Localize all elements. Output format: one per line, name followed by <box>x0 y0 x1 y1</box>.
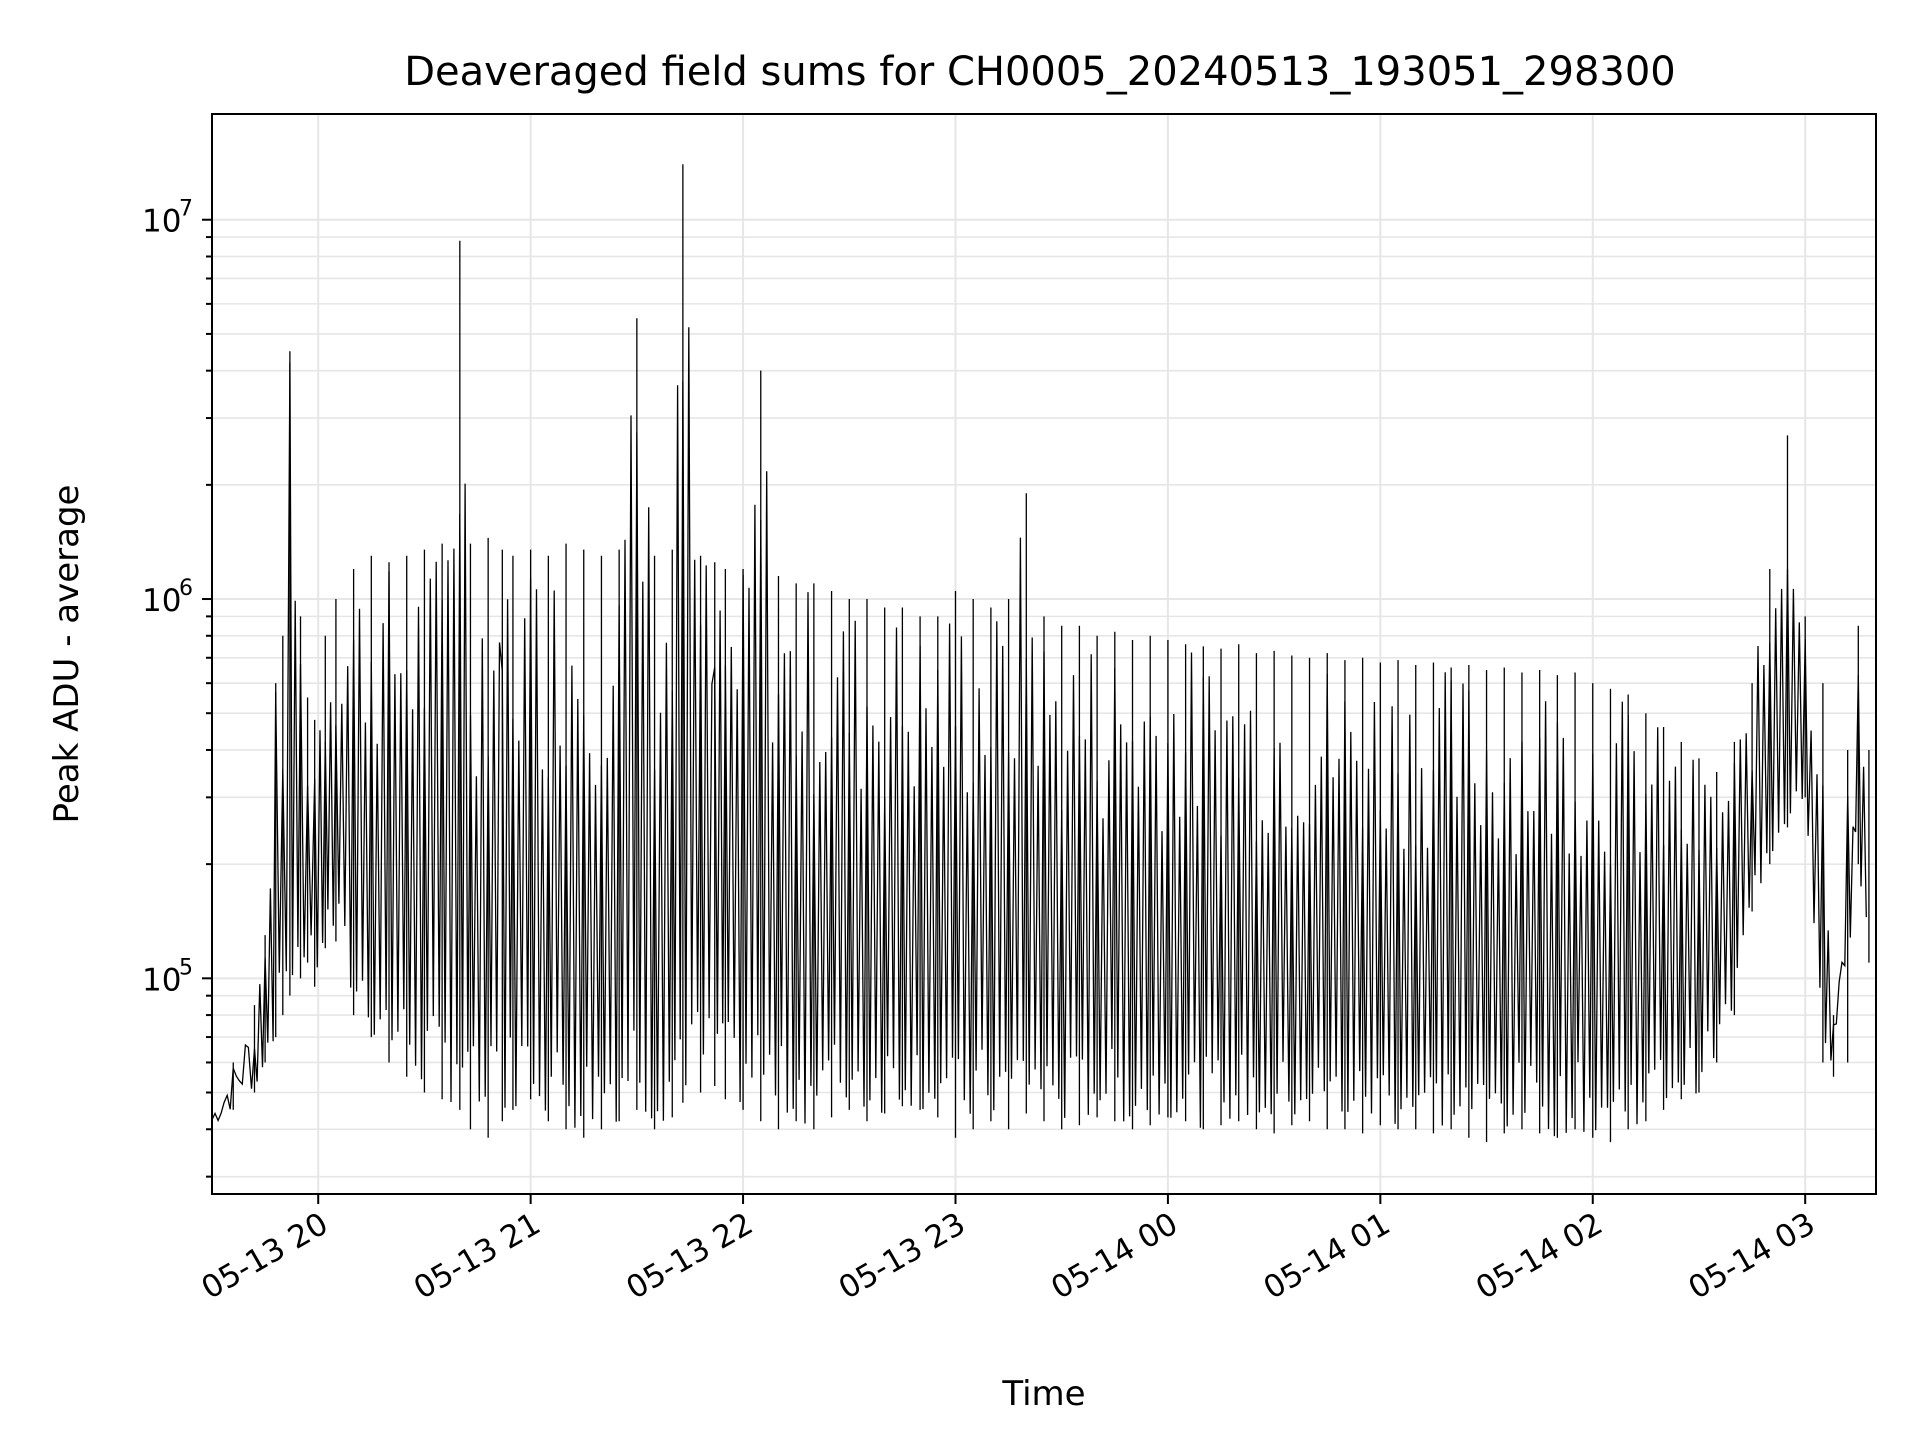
y-tick-label: 107 <box>142 197 193 240</box>
y-axis-label: Peak ADU - average <box>47 485 87 824</box>
y-tick-label: 106 <box>142 576 193 619</box>
y-tick-label-base: 10 <box>142 204 181 240</box>
y-tick-label-exponent: 5 <box>179 955 193 980</box>
x-axis-label: Time <box>1001 1374 1085 1414</box>
plot-frame <box>211 113 1877 1195</box>
plot-area <box>212 114 1876 1143</box>
chart-title: Deaveraged field sums for CH0005_2024051… <box>404 49 1676 95</box>
y-tick-label-exponent: 7 <box>179 197 193 222</box>
y-tick-label: 105 <box>142 955 193 998</box>
y-tick-label-exponent: 6 <box>179 576 193 601</box>
y-tick-label-base: 10 <box>142 583 181 619</box>
y-tick-label-base: 10 <box>142 962 181 998</box>
